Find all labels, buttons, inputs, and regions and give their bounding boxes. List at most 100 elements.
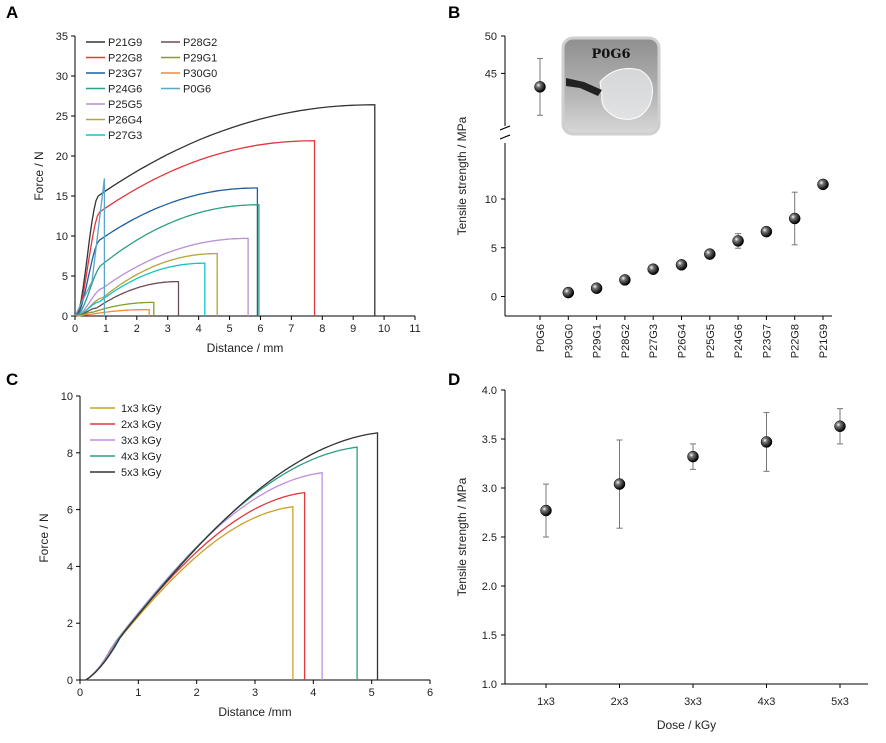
panel-letter: A: [6, 3, 18, 22]
legend-label: P23G7: [108, 68, 142, 80]
x-axis-label: Distance / mm: [207, 341, 284, 355]
x-tick-label: P29G1: [592, 324, 604, 358]
y-tick-label: 4: [67, 561, 73, 573]
y-tick-label: 35: [56, 31, 68, 43]
legend-label: 1x3 kGy: [121, 403, 162, 415]
legend-label: 5x3 kGy: [121, 467, 162, 479]
axis-break-mark: [499, 125, 511, 131]
y-tick-label: 0: [62, 311, 68, 323]
panel-letter: D: [448, 370, 460, 389]
data-point: [613, 478, 626, 490]
legend-label: P0G6: [183, 84, 211, 96]
series-line-P0G6: [74, 178, 106, 317]
x-tick-label: 4: [196, 323, 202, 335]
data-point: [562, 286, 575, 299]
inset-label: P0G6: [592, 47, 631, 62]
x-tick-label: 1x3: [537, 696, 555, 708]
series-line-P28G2: [76, 280, 180, 317]
legend-label: P25G5: [108, 99, 142, 111]
y-tick-label: 0: [67, 675, 73, 687]
legend-label: P22G8: [108, 53, 142, 65]
panel-letter: B: [448, 3, 460, 22]
y-tick-label: 3.0: [482, 483, 497, 495]
y-tick-label: 10: [61, 391, 73, 403]
legend-label: P30G0: [183, 68, 217, 80]
data-point: [704, 248, 716, 260]
series-line-3x3 kGy: [85, 471, 323, 681]
y-axis-label: Force / N: [32, 151, 46, 200]
x-tick-label: P27G3: [648, 324, 660, 358]
x-tick-label: 2: [134, 323, 140, 335]
x-tick-label: 3x3: [684, 696, 702, 708]
x-tick-label: P21G9: [818, 324, 830, 358]
legend-label: P29G1: [183, 53, 217, 65]
data-point: [817, 178, 829, 191]
data-point: [590, 282, 603, 294]
x-tick-label: 6: [427, 687, 433, 699]
x-tick-label: P26G4: [677, 324, 689, 358]
x-tick-label: 11: [409, 323, 420, 335]
x-tick-label: P24G6: [733, 324, 745, 358]
data-point: [647, 263, 659, 275]
x-tick-label: 6: [257, 323, 263, 335]
y-axis-label: Force / N: [37, 513, 51, 562]
panel-d: D 1.0 1.5 2.0 2.5 3.0 3.5 4.0 1x3 2x3 3x3 4x3 5x3 Dos…: [448, 370, 868, 732]
legend-label: P27G3: [108, 130, 142, 142]
legend-label: 4x3 kGy: [121, 451, 162, 463]
y-axis-label: Tensile strength / MPa: [455, 116, 469, 235]
data-point: [619, 274, 631, 286]
x-tick-label: P25G5: [705, 324, 717, 358]
panel-a: A 0 1 2 3 4 5 6 7 8 9 10 11 0 5 10 15 20 25 30 35 Distance / …: [6, 3, 421, 355]
x-tick-label: 10: [378, 323, 390, 335]
x-tick-label: 0: [77, 687, 83, 699]
y-tick-label: 45: [485, 68, 497, 80]
data-point: [834, 420, 846, 433]
panel-letter: C: [6, 370, 18, 389]
inset-photo: P0G6: [561, 36, 661, 136]
series-line-P30G0: [76, 308, 150, 317]
series-line-P26G4: [76, 252, 218, 317]
x-axis-label: Dose / kGy: [657, 718, 716, 732]
x-tick-label: 3: [165, 323, 171, 335]
y-tick-label: 1.5: [482, 630, 497, 642]
y-tick-label: 5: [491, 243, 497, 255]
x-tick-label: 5: [226, 323, 232, 335]
series-line-P21G9: [75, 104, 376, 317]
y-tick-label: 2: [67, 618, 73, 630]
legend-label: P24G6: [108, 84, 142, 96]
data-point: [732, 235, 744, 247]
y-tick-label: 4.0: [482, 385, 497, 397]
series-line-4x3 kGy: [85, 446, 358, 681]
x-tick-label: 2: [194, 687, 200, 699]
x-tick-label: 3: [252, 687, 258, 699]
x-tick-label: 0: [72, 323, 78, 335]
legend-label: P28G2: [183, 37, 217, 49]
data-point: [675, 259, 688, 271]
x-tick-label: P0G6: [535, 324, 547, 352]
y-tick-label: 3.5: [482, 434, 497, 446]
legend-label: P21G9: [108, 37, 142, 49]
data-point: [540, 504, 552, 517]
x-tick-label: P22G8: [790, 324, 802, 358]
data-point: [788, 212, 801, 225]
y-tick-label: 25: [56, 111, 68, 123]
series-line-P29G1: [76, 301, 155, 317]
x-tick-label: 4: [310, 687, 316, 699]
data-point: [687, 450, 699, 463]
data-point: [534, 81, 546, 93]
x-tick-label: 2x3: [611, 696, 629, 708]
y-tick-label: 0: [491, 292, 497, 304]
y-tick-label: 15: [56, 191, 68, 203]
y-tick-label: 10: [485, 194, 497, 206]
x-tick-label: P23G7: [761, 324, 773, 358]
series-line-P22G8: [75, 140, 316, 317]
data-point: [760, 436, 773, 448]
panel-c: C 0 1 2 3 4 5 6 0 2 4 6 8 10 Distance /mm Force / N 1x3 …: [6, 370, 433, 719]
y-tick-label: 20: [56, 151, 68, 163]
series-line-2x3 kGy: [85, 491, 306, 681]
legend-label: P26G4: [108, 115, 142, 127]
y-tick-label: 6: [67, 505, 73, 517]
series-line-P24G6: [76, 204, 260, 317]
sample-film: [599, 68, 653, 120]
